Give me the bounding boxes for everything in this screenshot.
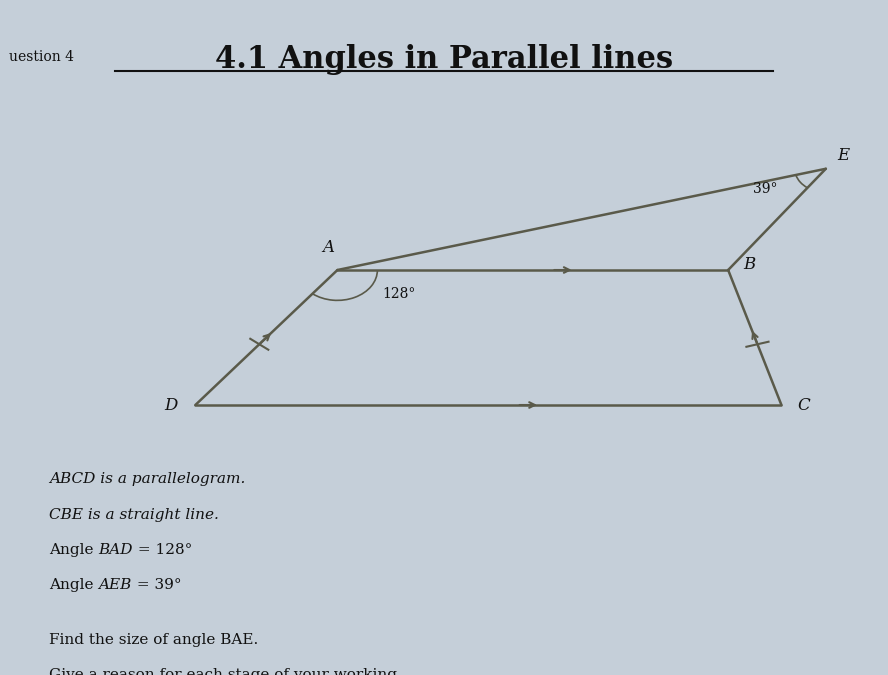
Text: Angle: Angle [49, 578, 99, 592]
Text: A: A [322, 240, 335, 256]
Text: = 39°: = 39° [131, 578, 181, 592]
Text: CBE is a straight line.: CBE is a straight line. [49, 508, 218, 522]
Text: BAD: BAD [99, 543, 132, 557]
Text: 4.1 Angles in Parallel lines: 4.1 Angles in Parallel lines [215, 44, 673, 75]
Text: 39°: 39° [752, 182, 777, 196]
Text: D: D [164, 396, 178, 414]
Text: 128°: 128° [382, 287, 416, 301]
Text: E: E [836, 146, 849, 164]
Text: Find the size of angle BAE.: Find the size of angle BAE. [49, 633, 258, 647]
Text: C: C [797, 396, 810, 414]
Text: Angle: Angle [49, 543, 99, 557]
Text: = 128°: = 128° [132, 543, 192, 557]
Text: uestion 4: uestion 4 [9, 51, 74, 64]
Text: ABCD is a parallelogram.: ABCD is a parallelogram. [49, 472, 245, 487]
Text: Give a reason for each stage of your working.: Give a reason for each stage of your wor… [49, 668, 401, 675]
Text: AEB: AEB [99, 578, 131, 592]
Text: B: B [743, 256, 756, 273]
